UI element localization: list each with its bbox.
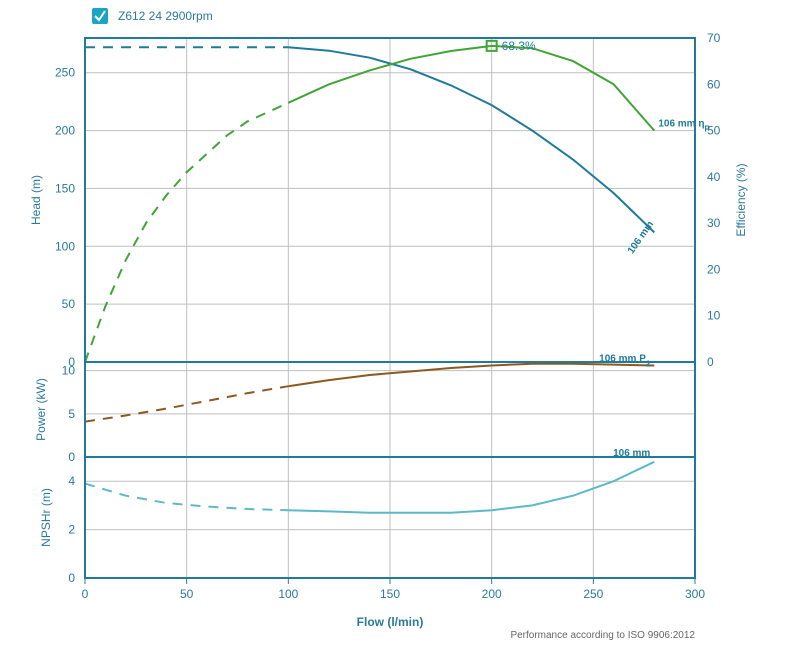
eff-axis-label: Efficiency (%)	[734, 163, 748, 236]
power-curve	[288, 364, 654, 387]
eff-tick-label: 70	[707, 31, 721, 45]
eff-tick-label: 60	[707, 77, 721, 91]
npsh-axis-label: NPSHr (m)	[39, 488, 53, 547]
eff-tick-label: 0	[707, 355, 714, 369]
npsh-curve	[288, 462, 654, 513]
x-tick-label: 50	[180, 587, 194, 601]
x-tick-label: 200	[482, 587, 502, 601]
power-tick-label: 0	[68, 450, 75, 464]
x-axis-label: Flow (l/min)	[357, 615, 424, 629]
power-tick-label: 5	[68, 407, 75, 421]
efficiency-marker-label: 68.3%	[502, 39, 536, 53]
npsh-tick-label: 2	[68, 523, 75, 537]
x-tick-label: 250	[583, 587, 603, 601]
npsh-tick-label: 0	[68, 571, 75, 585]
power-tick-label: 10	[62, 364, 76, 378]
head-tick-label: 100	[55, 239, 75, 253]
head-tick-label: 250	[55, 66, 75, 80]
head-tick-label: 150	[55, 181, 75, 195]
efficiency-curve	[288, 46, 654, 131]
head-tick-label: 50	[62, 297, 76, 311]
x-tick-label: 150	[380, 587, 400, 601]
x-tick-label: 100	[278, 587, 298, 601]
legend-checkbox[interactable]	[92, 8, 108, 24]
power-axis-label: Power (kW)	[34, 378, 48, 441]
head-tick-label: 200	[55, 124, 75, 138]
legend-label: Z612 24 2900rpm	[118, 9, 213, 23]
x-tick-label: 0	[82, 587, 89, 601]
eff-tick-label: 30	[707, 216, 721, 230]
eff-tick-label: 10	[707, 309, 721, 323]
npsh-tick-label: 4	[68, 474, 75, 488]
head-axis-label: Head (m)	[29, 175, 43, 225]
x-tick-label: 300	[685, 587, 705, 601]
pump-curve-chart: Z612 24 2900rpm68.3%05010015020025001020…	[0, 0, 787, 665]
eff-tick-label: 40	[707, 170, 721, 184]
footer-text: Performance according to ISO 9906:2012	[510, 630, 695, 641]
head-series-label: 106 mm	[626, 219, 656, 256]
eff-tick-label: 20	[707, 262, 721, 276]
